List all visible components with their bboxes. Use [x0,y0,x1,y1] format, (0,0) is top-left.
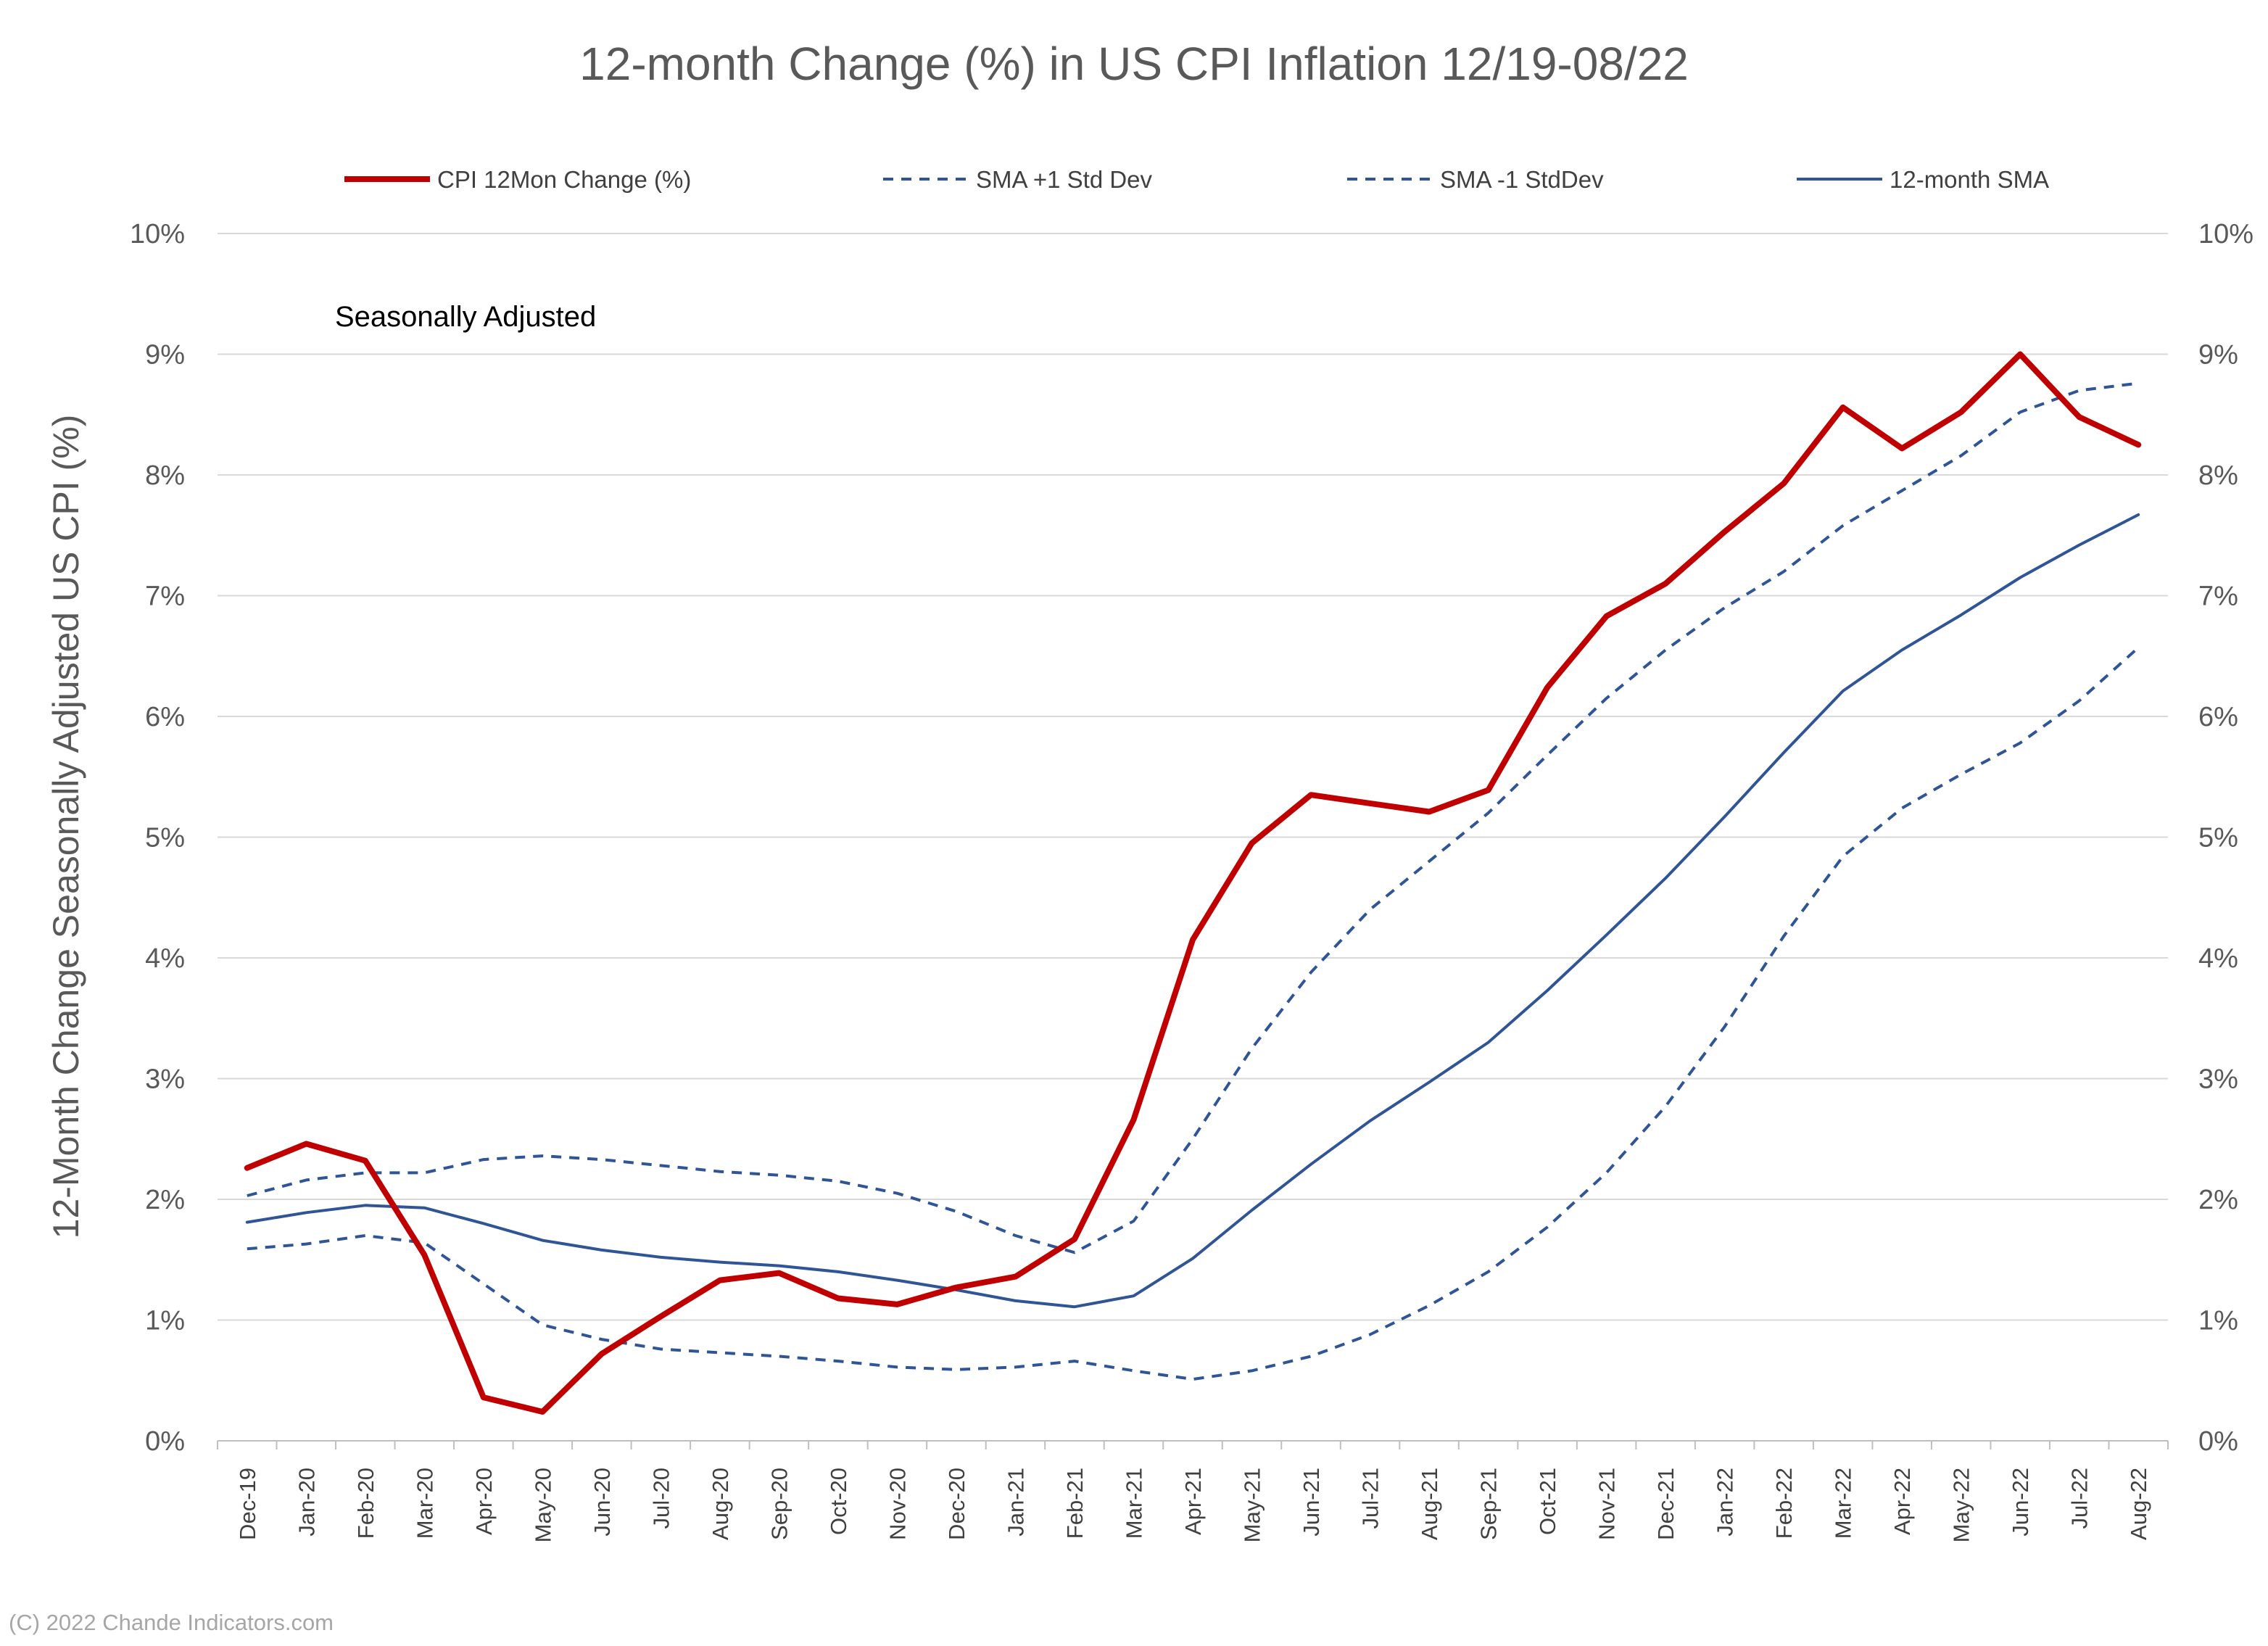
y-axis-left: 0% 1% 2% 3% 4% 5% 6% 7% 8% 9% 10% [130,219,185,1457]
x-tick-label: Jun-20 [589,1468,615,1537]
x-tick-label: Jun-21 [1299,1468,1324,1537]
y-tick-label-right: 3% [2198,1064,2238,1095]
y-tick-label-left: 7% [145,582,185,612]
x-tick-label: Jul-22 [2067,1468,2093,1529]
chart-title: 12-month Change (%) in US CPI Inflation … [579,38,1689,90]
y-tick-label-left: 6% [145,702,185,732]
legend-label: SMA -1 StdDev [1440,166,1604,193]
series-line-sma-1-std-dev [247,381,2139,1254]
x-tick-label: Oct-21 [1535,1468,1560,1535]
x-tick-label: Mar-20 [412,1468,437,1539]
x-tick-label: Dec-21 [1653,1468,1679,1540]
x-tick-label: May-22 [1949,1468,1974,1542]
x-tick-label: Aug-21 [1417,1468,1442,1540]
y-tick-label-right: 4% [2198,943,2238,974]
x-tick-label: Feb-22 [1771,1468,1797,1539]
x-tick-label: Feb-21 [1062,1468,1088,1539]
copyright-credit: (C) 2022 Chande Indicators.com [9,1610,334,1635]
x-tick-label: Sep-20 [766,1468,792,1540]
x-tick-label: Dec-20 [944,1468,969,1540]
y-tick-label-left: 8% [145,460,185,491]
x-tick-label: Jul-20 [648,1468,674,1529]
y-tick-label-left: 10% [130,219,185,249]
x-tick-label: Jun-22 [2008,1468,2033,1537]
y-tick-label-right: 7% [2198,582,2238,612]
x-tick-label: Oct-20 [826,1468,851,1535]
x-tick-label: Sep-21 [1476,1468,1502,1540]
x-tick-label: Jan-20 [294,1468,319,1537]
x-tick-label: Apr-21 [1180,1468,1206,1535]
y-tick-label-right: 2% [2198,1185,2238,1215]
legend-label: SMA +1 Std Dev [976,166,1153,193]
y-tick-label-left: 3% [145,1064,185,1095]
series-line-sma-1-stddev [247,646,2140,1381]
legend-label: 12-month SMA [1890,166,2049,193]
x-tick-label: Aug-22 [2126,1468,2151,1540]
y-tick-label-left: 5% [145,823,185,853]
legend: CPI 12Mon Change (%) SMA +1 Std Dev SMA -1… [344,166,2049,193]
x-tick-label: Dec-19 [235,1468,260,1540]
series-line-cpi-12mon-change- [244,351,2142,1415]
y-tick-label-right: 5% [2198,823,2238,853]
y-axis-right: 0% 1% 2% 3% 4% 5% 6% 7% 8% 9% 10% [2198,219,2253,1457]
x-tick-label: Nov-20 [885,1468,910,1540]
y-tick-label-right: 1% [2198,1306,2238,1336]
x-tick-label: Jan-22 [1713,1468,1738,1537]
x-tick-label: Apr-20 [471,1468,497,1535]
x-tick-label: Jan-21 [1003,1468,1028,1537]
x-tick-label: Feb-20 [353,1468,378,1539]
y-tick-label-right: 10% [2198,219,2253,249]
x-tick-label: Apr-22 [1890,1468,1915,1535]
x-tick-label: Nov-21 [1594,1468,1620,1540]
x-axis: Dec-19 Jan-20 Feb-20 Mar-20 Apr-20 May-20 Jun-… [217,1441,2169,1542]
x-tick-label: Aug-20 [708,1468,733,1540]
x-tick-label: Mar-21 [1121,1468,1146,1539]
y-tick-label-right: 9% [2198,340,2238,371]
series-lines [244,351,2142,1415]
seasonally-adjusted-annotation: Seasonally Adjusted [335,301,596,333]
y-tick-label-left: 4% [145,943,185,974]
x-tick-label: Mar-22 [1831,1468,1856,1539]
y-tick-label-left: 1% [145,1306,185,1336]
y-tick-label-right: 8% [2198,460,2238,491]
gridlines [218,233,2168,1442]
x-tick-label: Jul-21 [1358,1468,1383,1529]
x-tick-label: May-20 [530,1468,555,1542]
y-tick-label-right: 6% [2198,702,2238,732]
y-tick-label-left: 9% [145,340,185,371]
y-tick-label-right: 0% [2198,1426,2238,1457]
y-axis-label: 12-Month Change Seasonally Adjusted US C… [46,415,86,1239]
x-tick-label: May-21 [1240,1468,1265,1542]
y-tick-label-left: 2% [145,1185,185,1215]
series-line-12-month-sma [245,513,2140,1309]
legend-label: CPI 12Mon Change (%) [437,166,691,193]
y-tick-label-left: 0% [145,1426,185,1457]
